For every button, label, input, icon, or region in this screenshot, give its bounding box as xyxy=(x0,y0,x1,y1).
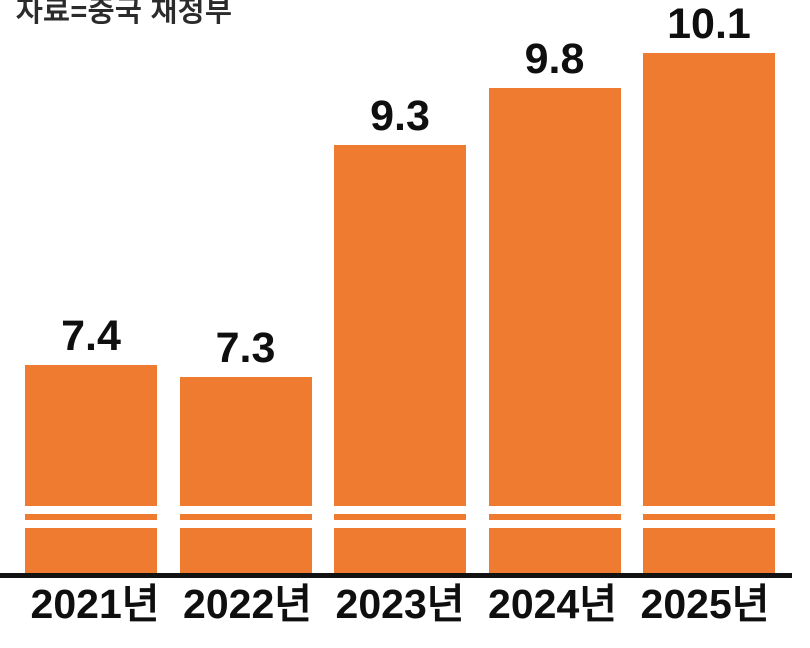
x-axis-label: 2022년 xyxy=(178,582,318,627)
bar-value-label: 9.3 xyxy=(370,95,430,138)
bar-value-label: 10.1 xyxy=(667,3,751,46)
x-axis-label: 2021년 xyxy=(25,582,165,627)
axis-break-line-upper xyxy=(0,506,810,514)
bar-column: 10.1 xyxy=(643,0,775,573)
bar-value-label: 7.3 xyxy=(216,327,276,370)
bar-column: 9.3 xyxy=(334,0,466,573)
bar-value-label: 9.8 xyxy=(525,38,585,81)
bar xyxy=(489,88,621,573)
axis-break-line-lower xyxy=(0,520,810,528)
bar-column: 7.3 xyxy=(180,0,312,573)
x-axis-label: 2023년 xyxy=(330,582,470,627)
x-axis-line xyxy=(0,573,792,578)
bar-column: 9.8 xyxy=(489,0,621,573)
bar xyxy=(643,53,775,573)
x-axis-label: 2025년 xyxy=(635,582,775,627)
bar xyxy=(180,377,312,573)
plot-area: 7.4 7.3 9.3 9.8 10.1 xyxy=(25,0,775,573)
bar-column: 7.4 xyxy=(25,0,157,573)
bar-chart: 자료=중국 재정부 7.47.39.39.810.1 2021년2022년202… xyxy=(0,0,810,648)
bar-value-label: 7.4 xyxy=(61,315,121,358)
x-axis-label: 2024년 xyxy=(483,582,623,627)
bar xyxy=(25,365,157,573)
x-axis-labels: 2021년 2022년 2023년 2024년 2025년 xyxy=(25,582,775,627)
